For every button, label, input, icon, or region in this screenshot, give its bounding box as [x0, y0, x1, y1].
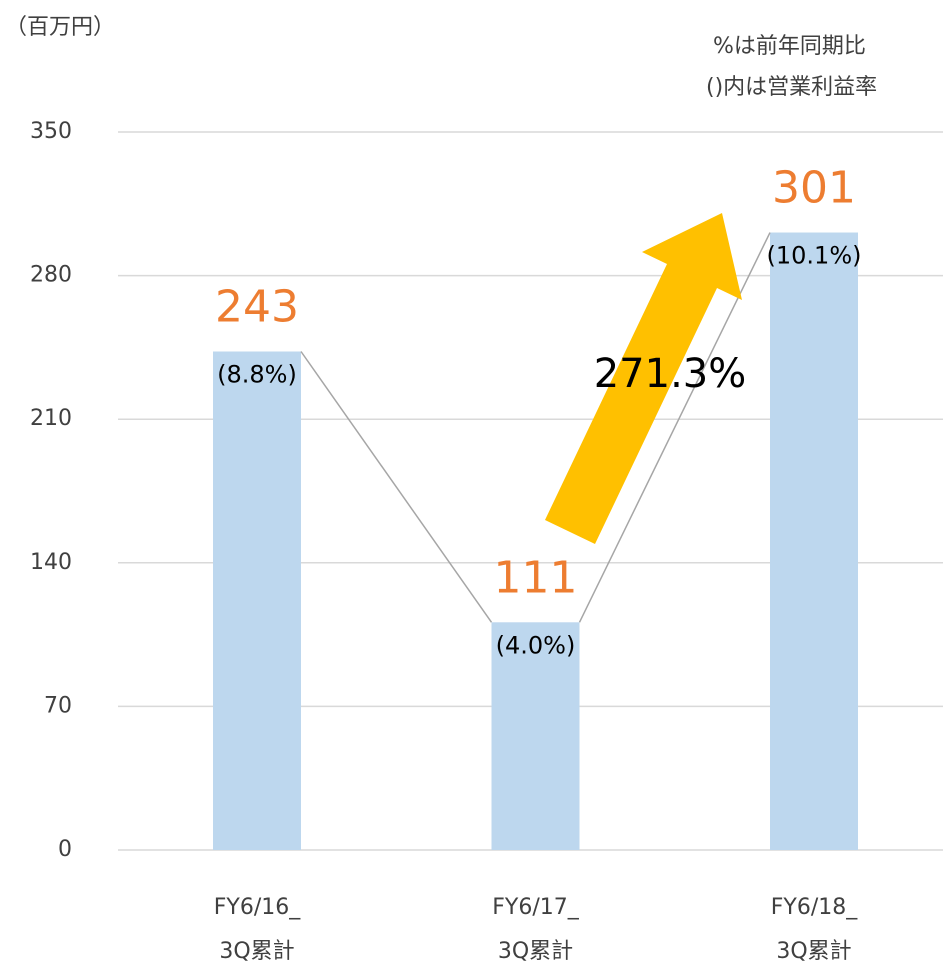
margin-label: (10.1%): [767, 242, 862, 270]
note: %は前年同期比: [713, 34, 866, 59]
y-tick-label: 140: [30, 550, 72, 575]
value-label: 243: [215, 282, 299, 333]
x-tick-label: 3Q累計: [498, 939, 573, 964]
x-tick-label: FY6/18_: [771, 895, 858, 920]
growth-arrow: [545, 213, 742, 544]
margin-label: (8.8%): [217, 361, 297, 389]
y-tick-label: 280: [30, 263, 72, 288]
note: ()内は営業利益率: [706, 75, 877, 100]
x-tick-label: 3Q累計: [219, 939, 294, 964]
bar: [770, 232, 858, 850]
connector-line: [300, 351, 493, 623]
bar: [213, 351, 301, 850]
bar: [491, 622, 580, 850]
value-label: 301: [772, 163, 856, 214]
marks: [213, 232, 858, 850]
y-tick-label: 70: [44, 693, 72, 718]
y-tick-label: 210: [30, 406, 72, 431]
x-tick-label: 3Q累計: [776, 939, 851, 964]
y-tick-label: 350: [30, 119, 72, 144]
growth-label: 271.3%: [594, 351, 747, 397]
y-tick-label: 0: [58, 837, 72, 862]
x-tick-label: FY6/16_: [214, 895, 301, 920]
value-label: 111: [494, 552, 578, 603]
unit-label: （百万円）: [5, 15, 115, 40]
margin-label: (4.0%): [496, 631, 576, 659]
x-tick-label: FY6/17_: [492, 895, 579, 920]
